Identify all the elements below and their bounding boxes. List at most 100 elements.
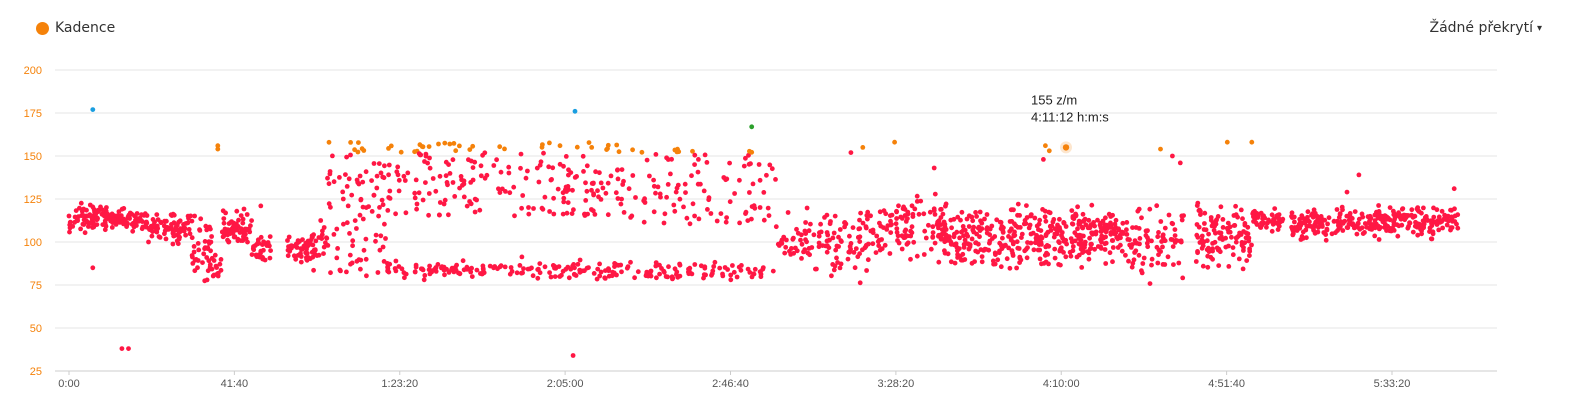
data-point: [1008, 237, 1014, 243]
data-point: [1360, 214, 1366, 220]
data-point: [949, 225, 954, 231]
data-point: [388, 143, 394, 149]
data-point: [324, 235, 329, 241]
data-point: [1196, 208, 1202, 214]
data-point: [1204, 238, 1210, 244]
data-point: [582, 213, 588, 218]
data-point: [1149, 256, 1155, 262]
data-point: [845, 256, 851, 262]
data-point: [909, 203, 915, 209]
data-point: [1289, 210, 1295, 216]
data-point: [557, 161, 563, 167]
data-point: [344, 184, 350, 189]
data-point: [928, 246, 934, 252]
data-point: [1115, 236, 1121, 242]
data-point: [752, 266, 758, 272]
data-point: [416, 151, 422, 157]
data-point: [1364, 224, 1369, 230]
data-point: [103, 223, 109, 229]
data-point: [539, 205, 545, 211]
data-point: [1416, 209, 1422, 214]
data-point: [1158, 146, 1163, 152]
data-point: [1230, 252, 1236, 258]
data-point: [514, 270, 520, 276]
data-point: [1421, 221, 1427, 227]
data-point: [1123, 252, 1128, 258]
data-point: [964, 216, 970, 222]
data-point: [1403, 215, 1409, 220]
data-point: [221, 216, 227, 222]
data-point: [386, 172, 391, 178]
data-point: [606, 266, 612, 272]
data-point: [830, 235, 836, 241]
data-point: [412, 149, 417, 155]
data-point: [378, 233, 384, 239]
data-point: [491, 163, 497, 168]
data-point: [931, 165, 937, 171]
data-point: [997, 219, 1003, 225]
data-point: [597, 261, 602, 267]
legend[interactable]: Kadence: [36, 20, 115, 36]
data-point: [658, 194, 663, 200]
data-point: [537, 162, 543, 168]
data-point: [860, 247, 865, 253]
data-point: [995, 257, 1001, 263]
data-point: [1063, 254, 1069, 260]
data-point: [1103, 261, 1109, 266]
data-point: [971, 229, 977, 235]
data-point: [68, 219, 73, 225]
data-point: [387, 261, 393, 267]
data-point: [1372, 233, 1378, 239]
data-point: [66, 213, 72, 219]
data-point: [526, 205, 531, 210]
data-point: [358, 196, 364, 202]
data-point: [662, 211, 668, 217]
data-point: [247, 229, 253, 235]
data-point: [1311, 207, 1317, 213]
data-point: [761, 190, 767, 195]
data-point: [803, 231, 809, 237]
x-tick-label: 2:46:40: [712, 378, 749, 390]
data-point: [517, 263, 523, 268]
data-point: [1440, 225, 1445, 231]
data-point: [1099, 239, 1104, 245]
data-point: [1344, 189, 1350, 195]
data-point: [1431, 214, 1437, 220]
data-point: [698, 263, 704, 269]
data-point: [1198, 212, 1203, 218]
data-point: [1043, 218, 1049, 224]
data-point: [876, 243, 882, 249]
data-point: [801, 249, 806, 255]
overlay-dropdown[interactable]: Žádné překrytí ▾: [1430, 20, 1543, 36]
data-point: [366, 204, 371, 210]
data-point: [1193, 259, 1199, 264]
data-point: [405, 170, 411, 176]
data-point: [304, 250, 310, 256]
data-point: [882, 242, 888, 248]
data-point: [520, 193, 526, 198]
data-point: [572, 108, 578, 114]
data-point: [696, 216, 702, 222]
data-point: [536, 266, 541, 272]
data-point: [1156, 247, 1162, 253]
data-point: [973, 210, 978, 215]
data-point: [653, 190, 658, 196]
data-point: [319, 232, 325, 238]
data-point: [1180, 275, 1186, 281]
data-point: [358, 257, 364, 263]
y-tick-label: 100: [24, 237, 42, 249]
data-point: [67, 225, 73, 231]
data-point: [864, 268, 869, 273]
data-point: [1444, 222, 1450, 228]
data-point: [1323, 237, 1329, 243]
legend-dot-icon: [36, 21, 49, 35]
data-point: [1206, 249, 1212, 255]
data-point: [311, 267, 316, 273]
data-point: [999, 224, 1005, 230]
data-point: [1158, 219, 1164, 224]
data-point: [334, 226, 340, 232]
data-point: [865, 216, 870, 222]
data-point: [437, 173, 443, 179]
data-point: [458, 174, 464, 179]
